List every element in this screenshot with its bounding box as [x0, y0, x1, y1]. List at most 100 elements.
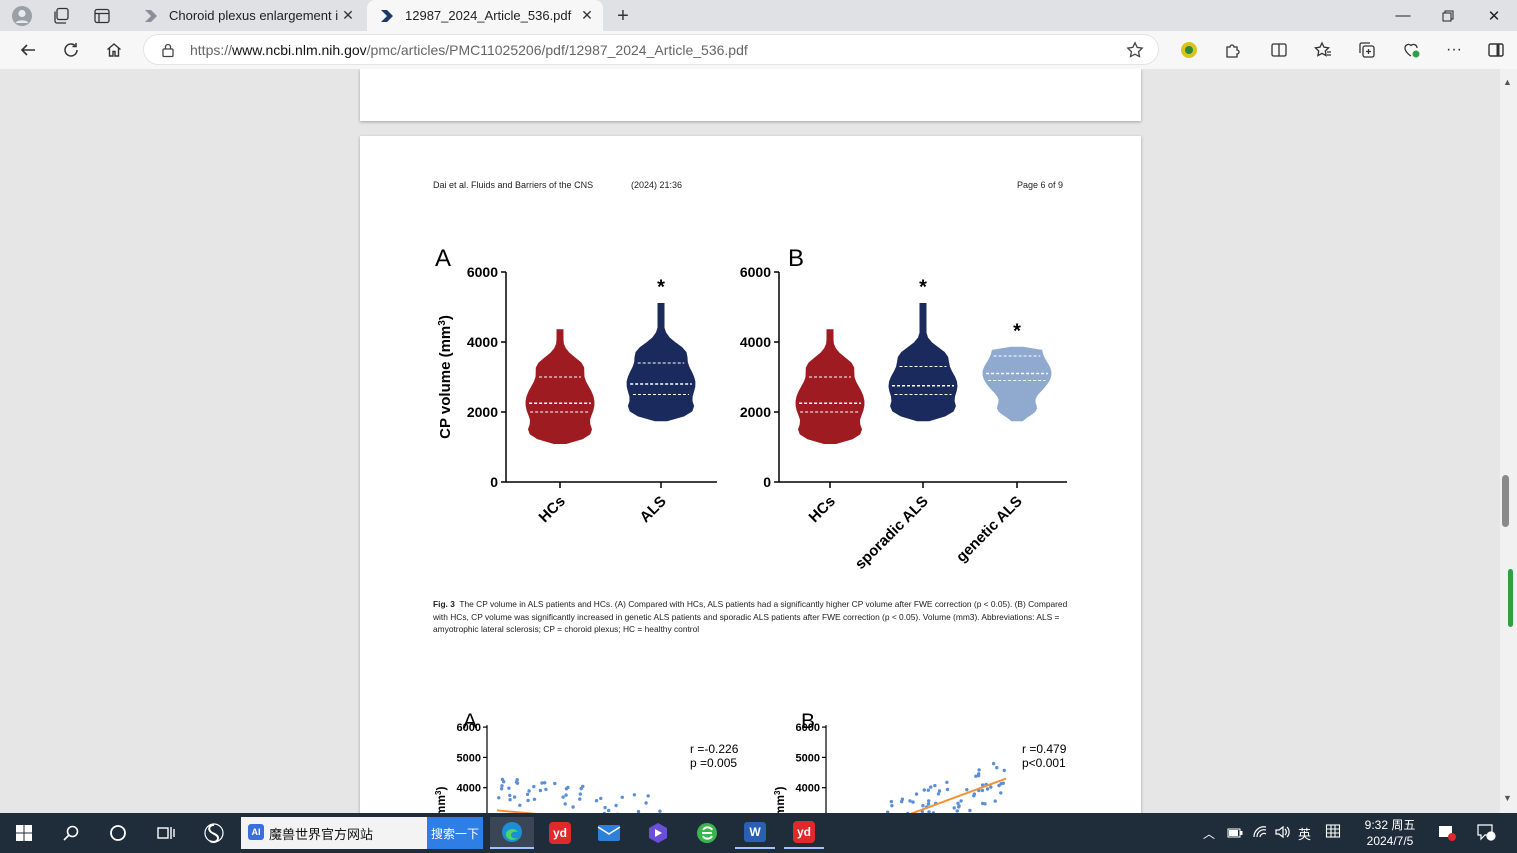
restore-icon[interactable] [1425, 0, 1471, 31]
edge-taskbar-icon[interactable] [490, 817, 534, 849]
pdf-viewer[interactable]: Dai et al. Fluids and Barriers of the CN… [0, 69, 1500, 813]
scroll-down-icon[interactable]: ▼ [1503, 793, 1512, 803]
search-button[interactable]: 搜索一下 [427, 817, 483, 849]
scatter-point [931, 811, 936, 813]
scatter-point [526, 798, 530, 803]
scroll-up-icon[interactable]: ▲ [1503, 77, 1512, 87]
scatter-point [911, 800, 915, 804]
tab-actions-icon[interactable] [90, 4, 114, 28]
scatter-point [614, 803, 618, 808]
word-icon[interactable]: W [735, 817, 775, 849]
tray-overflow-icon[interactable]: ︿ [1203, 827, 1216, 841]
scatter-point [952, 806, 956, 810]
home-icon[interactable] [101, 38, 127, 62]
close-window-icon[interactable]: ✕ [1487, 7, 1501, 25]
scatter-point [945, 780, 949, 784]
scatter-point [507, 786, 511, 790]
scatter-point [644, 801, 648, 805]
notification-app-icon[interactable] [1438, 824, 1458, 847]
scatter-point [890, 804, 894, 808]
y-tick-label: 2000 [467, 404, 498, 420]
scatter-point [936, 792, 941, 796]
network-icon[interactable] [1252, 825, 1268, 844]
taskbar-search-box[interactable]: AI 魔兽世界官方网站 搜索一下 [241, 817, 483, 849]
url-path: /pmc/articles/PMC11025206/pdf/12987_2024… [366, 42, 748, 58]
trend-line [496, 809, 538, 813]
battery-icon[interactable] [1227, 826, 1243, 844]
extensions-puzzle-icon[interactable] [1220, 38, 1246, 62]
workspaces-icon[interactable] [49, 4, 73, 28]
search-text[interactable]: 魔兽世界官方网站 [269, 827, 374, 842]
task-view-icon[interactable] [146, 817, 186, 849]
sidebar-toggle-icon[interactable] [1483, 38, 1509, 62]
scatter-point [578, 792, 582, 796]
stats-text: r =-0.226 [690, 742, 739, 756]
cortana-icon[interactable] [98, 817, 138, 849]
scatter-point [955, 809, 959, 813]
favorites-icon[interactable] [1310, 38, 1336, 62]
favorite-star-icon[interactable] [1126, 41, 1144, 64]
more-menu-icon[interactable]: ··· [1446, 41, 1462, 58]
scatter-point [563, 802, 567, 806]
scatter-point [620, 795, 624, 799]
close-tab-icon[interactable]: ✕ [342, 7, 354, 23]
minimize-icon[interactable]: — [1395, 7, 1411, 24]
browser-e-icon[interactable] [687, 817, 727, 849]
scatter-point [500, 777, 505, 782]
scatter-point [927, 810, 931, 813]
close-tab-icon[interactable]: ✕ [581, 7, 593, 23]
tab-article-pdf[interactable]: 12987_2024_Article_536.pdf ✕ [367, 0, 603, 31]
scrollbar-thumb[interactable] [1502, 475, 1509, 527]
action-center-icon[interactable] [1476, 823, 1496, 846]
scatter-point [977, 768, 981, 772]
refresh-icon[interactable] [58, 38, 84, 62]
scatter-point [886, 810, 890, 813]
url-field[interactable]: https://www.ncbi.nlm.nih.gov/pmc/article… [143, 34, 1159, 65]
significance-marker: * [657, 277, 665, 299]
mail-icon[interactable] [589, 817, 629, 849]
scatter-point [945, 787, 950, 792]
scatter-point [499, 787, 504, 791]
ime-indicator[interactable]: 英 [1298, 827, 1312, 842]
profile-icon[interactable] [10, 4, 34, 28]
scatter-point [538, 788, 543, 793]
scatter-point [607, 808, 611, 813]
ime-mode-icon[interactable] [1325, 823, 1341, 844]
figure-caption: Fig. 3 The CP volume in ALS patients and… [433, 598, 1069, 636]
lock-icon[interactable] [161, 42, 175, 63]
scatter-point [914, 792, 919, 796]
windows-start-icon[interactable] [4, 817, 44, 849]
scatter-point [632, 793, 637, 797]
scatter-point [997, 783, 1001, 788]
split-screen-icon[interactable] [1266, 38, 1292, 62]
page-header-authors: Dai et al. Fluids and Barriers of the CN… [433, 180, 594, 190]
scatter-point [926, 788, 930, 792]
pdf-tab-icon [145, 9, 157, 22]
clock[interactable]: 9:32 周五 2024/7/5 [1352, 817, 1428, 849]
browser-essentials-icon[interactable] [1398, 38, 1424, 62]
collections-icon[interactable] [1354, 38, 1380, 62]
widget-app-icon[interactable] [194, 817, 234, 849]
search-icon[interactable] [51, 817, 91, 849]
scatter-point [977, 772, 981, 776]
scatter-point [594, 799, 599, 803]
scatter-point [991, 761, 996, 766]
scatter-point [514, 780, 519, 784]
new-tab-icon[interactable]: + [617, 4, 629, 27]
url-text[interactable]: https://www.ncbi.nlm.nih.gov/pmc/article… [190, 42, 748, 58]
volume-icon[interactable] [1274, 825, 1290, 844]
youdao-dict-icon[interactable]: yd [784, 817, 824, 849]
tab-choroid-plexus[interactable]: Choroid plexus enlargement in a ✕ [131, 0, 364, 31]
scatter-chart-a: A20003000400050006000CP volume (mm3)r =-… [434, 710, 739, 813]
scatter-point [922, 788, 926, 792]
youdao-icon[interactable]: yd [540, 817, 580, 849]
scatter-point [989, 785, 993, 789]
video-editor-icon[interactable] [638, 817, 678, 849]
y-axis-label: CP volume (mm3) [434, 787, 449, 813]
back-icon[interactable] [15, 38, 41, 62]
vertical-scrollbar[interactable]: ▲ ▼ [1500, 69, 1517, 813]
y-axis-label: CP volume (mm3) [773, 787, 788, 813]
extension-circle-icon[interactable] [1176, 38, 1202, 62]
y-tick-label: 2000 [740, 404, 771, 420]
